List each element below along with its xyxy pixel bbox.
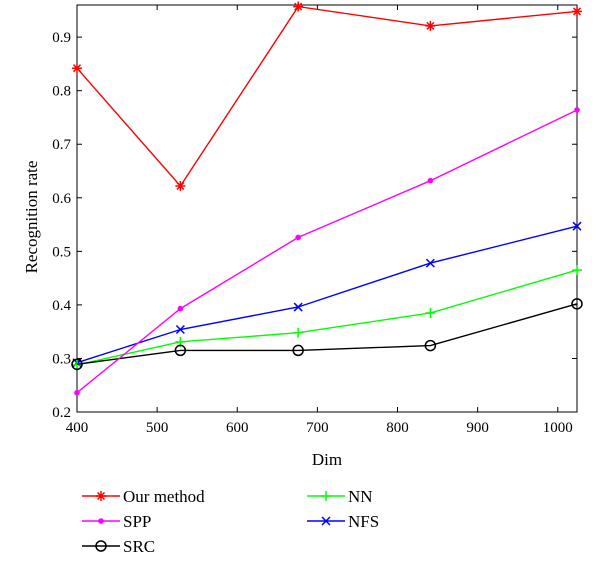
marker-stroke <box>176 181 185 191</box>
series-spp <box>74 107 580 396</box>
x-axis-label: Dim <box>312 450 342 469</box>
marker-stroke <box>321 516 331 526</box>
data-point-spp <box>74 389 80 396</box>
y-axis-label: Recognition rate <box>22 161 41 274</box>
data-point-src <box>174 344 187 357</box>
data-point-nn <box>72 359 82 370</box>
data-point-our-method <box>425 20 436 31</box>
data-point-nfs <box>572 221 582 231</box>
series-src <box>71 298 583 371</box>
legend-marker <box>321 491 331 501</box>
x-tick-label: 1000 <box>543 420 573 436</box>
marker-dot <box>74 389 80 396</box>
data-point-src <box>71 358 83 371</box>
y-tick-label: 0.2 <box>52 405 71 421</box>
data-point-nn <box>293 327 304 338</box>
marker-stroke <box>425 258 435 268</box>
x-tick-label: 500 <box>146 420 169 436</box>
x-tick-label: 600 <box>226 420 249 436</box>
legend-label: NFS <box>348 512 379 531</box>
marker-dot <box>177 305 184 312</box>
marker-stroke <box>72 64 82 73</box>
data-point-nfs <box>293 302 303 312</box>
marker-circle <box>424 339 437 352</box>
y-tick-label: 0.9 <box>52 30 71 46</box>
x-tick-label: 700 <box>306 420 329 436</box>
y-tick-label: 0.3 <box>52 351 71 367</box>
legend-marker <box>96 491 106 501</box>
legend-marker <box>98 518 104 524</box>
legend-item-our-method: Our method <box>82 487 205 506</box>
data-point-our-method <box>72 63 82 74</box>
data-point-spp <box>574 107 580 113</box>
data-point-src <box>424 339 437 352</box>
marker-circle <box>571 298 583 310</box>
legend-marker <box>95 540 107 552</box>
y-tick-label: 0.6 <box>52 191 71 207</box>
data-point-our-method <box>572 6 582 17</box>
series-line-src <box>76 303 578 365</box>
marker-stroke <box>572 7 582 16</box>
legend-label: Our method <box>123 487 205 506</box>
series-our-method <box>72 1 582 192</box>
series-line-our-method <box>76 5 578 188</box>
marker-stroke <box>96 491 106 501</box>
marker-circle <box>174 344 187 357</box>
series-layer <box>71 1 583 396</box>
marker-circle <box>95 540 107 552</box>
data-point-nn <box>425 307 436 318</box>
marker-stroke <box>572 221 582 231</box>
data-point-our-method <box>293 1 304 12</box>
legend-item-spp: SPP <box>82 512 151 531</box>
marker-circle <box>292 344 304 357</box>
x-tick-label: 800 <box>386 420 409 436</box>
marker-stroke <box>426 21 435 30</box>
marker-dot <box>98 518 104 524</box>
x-tick-label: 900 <box>466 420 489 436</box>
data-point-spp <box>427 177 434 184</box>
y-tick-label: 0.5 <box>52 244 71 260</box>
series-line-nn <box>76 269 578 366</box>
marker-stroke <box>294 2 303 11</box>
marker-dot <box>574 107 580 113</box>
legend-marker <box>321 516 331 526</box>
legend: Our method SPP SRC NN NFS <box>82 487 379 556</box>
marker-circle <box>71 358 83 371</box>
legend-label: SRC <box>123 537 155 556</box>
plot-frame <box>76 4 578 413</box>
legend-item-src: SRC <box>82 537 155 556</box>
legend-item-nfs: NFS <box>307 512 379 531</box>
x-tick-label: 400 <box>66 420 89 436</box>
series-line-nfs <box>76 225 578 364</box>
y-tick-label: 0.7 <box>52 137 71 153</box>
legend-label: SPP <box>123 512 151 531</box>
legend-label: NN <box>348 487 373 506</box>
data-point-our-method <box>175 181 186 192</box>
data-point-nfs <box>175 324 185 335</box>
marker-stroke <box>175 324 185 335</box>
data-point-spp <box>295 234 301 241</box>
legend-item-nn: NN <box>307 487 373 506</box>
y-tick-label: 0.8 <box>52 84 71 100</box>
marker-dot <box>295 234 301 241</box>
marker-dot <box>427 177 434 184</box>
data-point-src <box>292 344 304 357</box>
y-tick-label: 0.4 <box>52 298 71 314</box>
data-point-nfs <box>425 258 435 268</box>
data-point-spp <box>177 305 184 312</box>
data-point-nn <box>572 265 582 276</box>
series-nfs <box>72 221 582 368</box>
data-point-src <box>571 298 583 310</box>
marker-stroke <box>293 302 303 312</box>
series-line-spp <box>76 109 578 394</box>
axes: 400 500 600 700 800 900 1000 0.2 0.3 0.4 0.5 0.6 0.7… <box>52 4 578 436</box>
